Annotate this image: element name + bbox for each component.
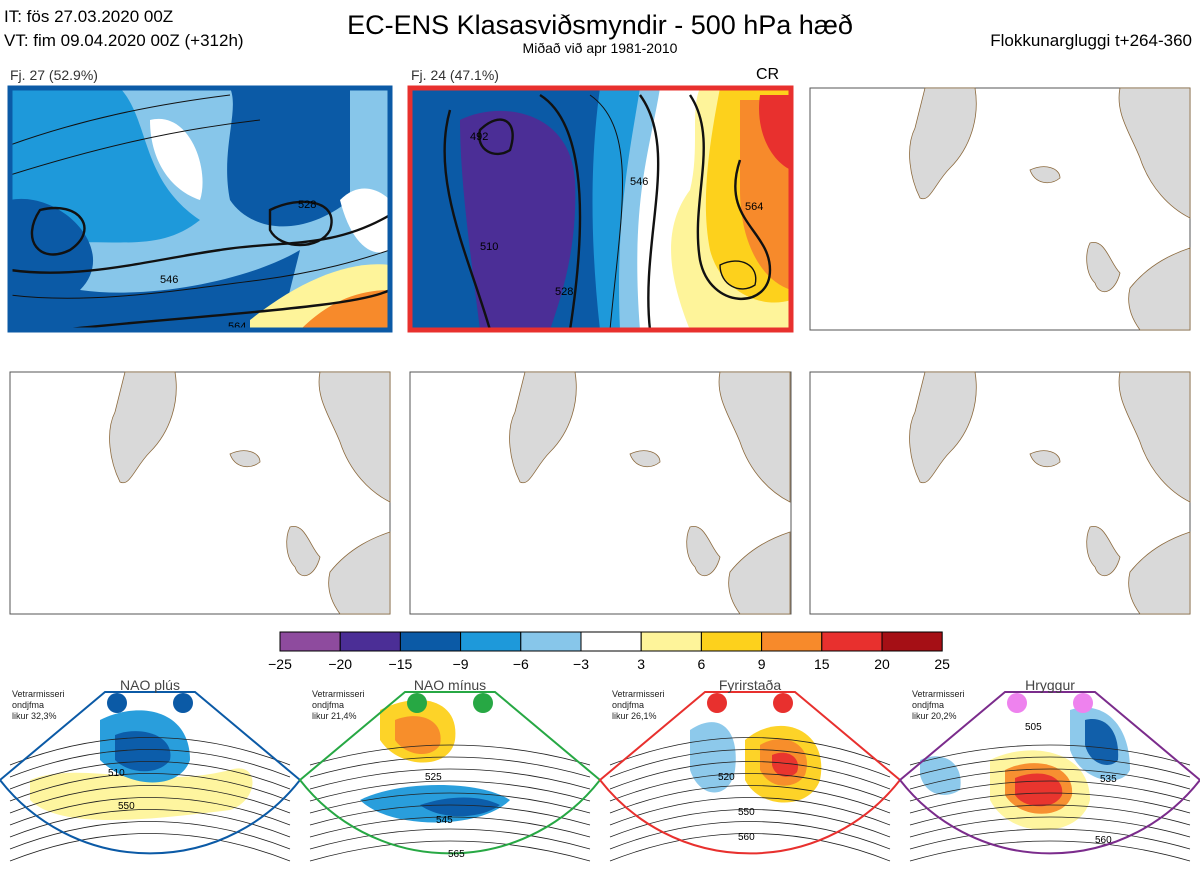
- iceland-land: [1029, 450, 1061, 468]
- iceland-land: [1029, 166, 1061, 184]
- british-isles-land: [1086, 526, 1121, 577]
- colorbar-tick: −15: [388, 656, 413, 672]
- colorbar-tick: −25: [268, 656, 292, 672]
- init-time: IT: fös 27.03.2020 00Z: [4, 7, 174, 26]
- colorbar-tick: 3: [637, 656, 646, 672]
- svg-text:528: 528: [555, 286, 573, 298]
- svg-text:546: 546: [630, 176, 648, 188]
- regime-note: Vetrarmisseri ondjfma likur 26,1%: [612, 689, 665, 721]
- greenland-land: [509, 371, 577, 484]
- svg-text:564: 564: [228, 321, 246, 333]
- panel-2-anomaly: 492 510 528 546 564: [410, 88, 791, 330]
- colorbar-tick: 15: [814, 656, 830, 672]
- colorbar-tick: −20: [328, 656, 353, 672]
- iceland-land: [629, 450, 661, 468]
- scandinavia-land: [318, 371, 391, 503]
- colorbar-tick: 25: [934, 656, 950, 672]
- colorbar-tick: 6: [697, 656, 706, 672]
- colorbar-tick: −6: [512, 656, 529, 672]
- svg-text:546: 546: [160, 274, 178, 286]
- regime-note: Vetrarmisseri ondjfma likur 32,3%: [12, 689, 65, 721]
- svg-text:564: 564: [745, 201, 763, 213]
- europe-land: [328, 531, 391, 615]
- panel-1-label: Fj. 27 (52.9%): [10, 67, 98, 83]
- greenland-land: [109, 371, 177, 484]
- regime-note: Vetrarmisseri ondjfma likur 21,4%: [312, 689, 365, 721]
- greenland-land: [909, 371, 977, 484]
- british-isles-land: [286, 526, 321, 577]
- valid-time: VT: fim 09.04.2020 00Z (+312h): [4, 31, 244, 50]
- regime-title: Fyrirstaða: [718, 677, 782, 693]
- panel-1-frame: [7, 85, 393, 333]
- window-label: Flokkunargluggi t+264-360: [990, 31, 1192, 50]
- chart-subtitle: Miðað við apr 1981-2010: [522, 40, 678, 56]
- colorbar-tick: −3: [573, 656, 589, 672]
- scandinavia-land: [1118, 87, 1191, 219]
- colorbar-tick: −9: [452, 656, 469, 672]
- svg-text:510: 510: [480, 241, 498, 253]
- scandinavia-land: [718, 371, 791, 503]
- svg-text:528: 528: [298, 199, 316, 211]
- regime-title: NAO mínus: [413, 677, 487, 693]
- europe-land: [728, 531, 791, 615]
- iceland-land: [229, 450, 261, 468]
- regime-note: Vetrarmisseri ondjfma likur 20,2%: [912, 689, 965, 721]
- panel-2-frame: [407, 85, 794, 333]
- colorbar-tick: 20: [874, 656, 890, 672]
- regime-title: NAO plús: [120, 677, 180, 693]
- british-isles-land: [1086, 242, 1121, 293]
- svg-text:492: 492: [470, 131, 488, 143]
- panel-2-label: Fj. 24 (47.1%): [411, 67, 499, 83]
- regime-title: Hryggur: [1025, 677, 1075, 693]
- british-isles-land: [686, 526, 721, 577]
- panel-1-anomaly: 546 528 564: [10, 88, 390, 333]
- chart-title: EC-ENS Klasasviðsmyndir - 500 hPa hæð: [347, 10, 853, 40]
- scandinavia-land: [1118, 371, 1191, 503]
- europe-land: [1128, 247, 1191, 331]
- greenland-land: [909, 87, 977, 200]
- europe-land: [1128, 531, 1191, 615]
- colorbar-tick: 9: [757, 656, 766, 672]
- panel-2-tag: CR: [756, 66, 780, 83]
